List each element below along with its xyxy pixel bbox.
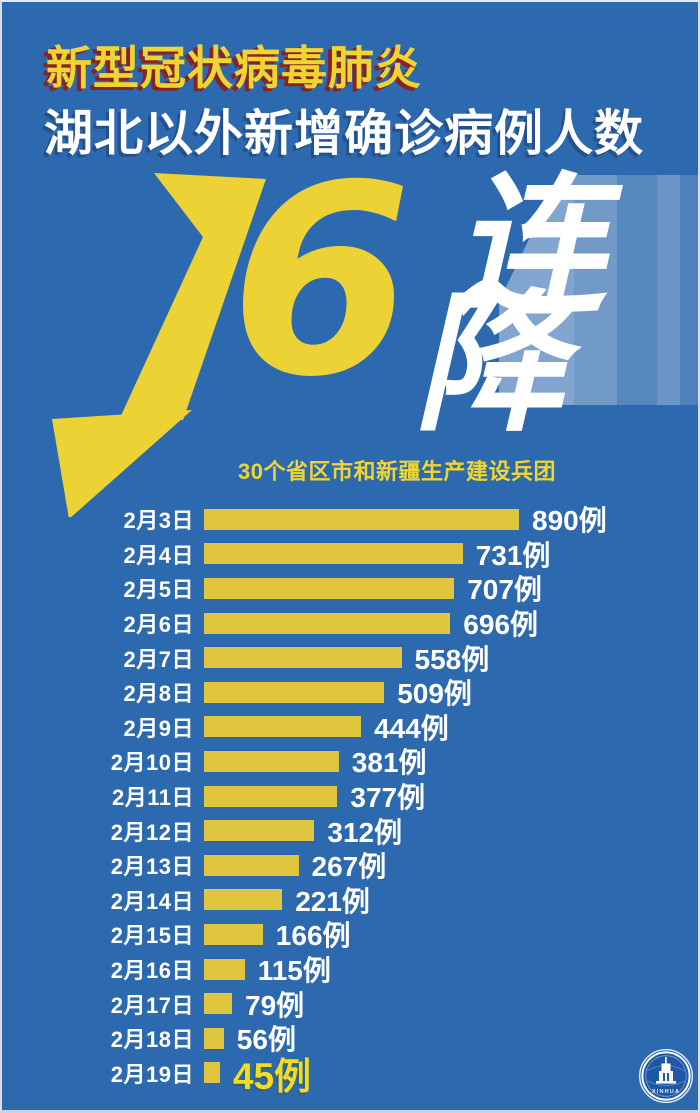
poster-headline: 湖北以外新增确诊病例人数 (44, 107, 645, 161)
chart-row: 2月17日 79例 (2, 986, 698, 1021)
chart-row: 2月4日 731例 (2, 537, 698, 572)
logo-text: XINHUA (652, 1089, 680, 1095)
bar (204, 543, 463, 565)
value-label: 696例 (463, 609, 539, 641)
stripe (574, 175, 617, 405)
date-label: 2月5日 (123, 577, 194, 603)
monument-glyph (656, 1057, 676, 1084)
chart-row: 2月10日 381例 (2, 744, 698, 779)
chart-row: 2月19日 45例 (2, 1056, 698, 1097)
chart-row: 2月15日 166例 (2, 917, 698, 952)
bar (204, 820, 315, 842)
stripe (616, 175, 658, 405)
bar (204, 1027, 224, 1049)
value-label: 731例 (475, 539, 551, 571)
chart-row: 2月14日 221例 (2, 883, 698, 918)
chart-row: 2月5日 707例 (2, 571, 698, 606)
bar (204, 923, 263, 945)
bar-chart: 2月3日 890例 2月4日 731例 2月5日 707例 2月6日 696例 2月7日 558例… (2, 502, 698, 1097)
value-label: 166例 (275, 920, 351, 952)
date-label: 2月12日 (110, 819, 194, 845)
chart-row: 2月13日 267例 (2, 848, 698, 883)
date-label: 2月7日 (123, 646, 194, 672)
value-label: 312例 (327, 816, 403, 848)
date-label: 2月14日 (110, 888, 194, 914)
value-label: 381例 (351, 747, 427, 779)
chart-row: 2月3日 890例 (2, 502, 698, 537)
value-label: 509例 (397, 678, 472, 710)
value-label: 377例 (350, 782, 426, 814)
date-label: 2月3日 (123, 508, 194, 534)
value-label: 79例 (245, 989, 305, 1021)
value-label: 56例 (236, 1024, 296, 1056)
date-label: 2月16日 (110, 958, 194, 984)
stripe (679, 175, 698, 405)
bar (204, 508, 519, 530)
bar (204, 612, 451, 634)
chart-row: 2月7日 558例 (2, 640, 698, 675)
chart-row: 2月12日 312例 (2, 813, 698, 848)
date-label: 2月19日 (110, 1061, 194, 1087)
date-label: 2月10日 (110, 750, 194, 776)
bar (204, 577, 455, 599)
chart-title: 30个省区市和新疆生产建设兵团 (238, 459, 556, 484)
value-label: 45例 (232, 1055, 312, 1097)
value-label: 115例 (257, 955, 331, 987)
bar (204, 681, 385, 703)
date-label: 2月11日 (112, 785, 194, 811)
date-label: 2月6日 (123, 612, 194, 638)
value-label: 221例 (295, 885, 370, 917)
value-label: 444例 (374, 712, 449, 744)
value-label: 890例 (532, 505, 607, 537)
bar (204, 785, 338, 807)
stripe (499, 175, 575, 405)
date-label: 2月8日 (123, 681, 194, 707)
date-label: 2月9日 (123, 715, 194, 741)
chart-row: 2月11日 377例 (2, 779, 698, 814)
value-label: 558例 (414, 643, 490, 675)
bar (204, 958, 245, 980)
date-label: 2月13日 (110, 854, 194, 880)
bar (204, 889, 283, 911)
chart-row: 2月18日 56例 (2, 1021, 698, 1056)
date-label: 2月4日 (123, 542, 194, 568)
date-label: 2月15日 (110, 923, 194, 949)
big-number-six: 6 (230, 152, 412, 434)
bar (204, 716, 362, 738)
poster-topline: 新型冠状病毒肺炎 (46, 42, 422, 94)
value-label: 707例 (467, 574, 542, 606)
chart-row: 2月6日 696例 (2, 606, 698, 641)
bar (204, 1062, 220, 1084)
stripe (657, 175, 680, 405)
bar (204, 750, 339, 772)
chart-row: 2月9日 444例 (2, 710, 698, 745)
bar (204, 993, 232, 1015)
bar (204, 647, 402, 669)
value-label: 267例 (311, 851, 387, 883)
bar (204, 854, 299, 876)
background-stripes (499, 175, 698, 405)
chart-row: 2月8日 509例 (2, 675, 698, 710)
xinhua-badge-icon: XINHUA (639, 1049, 693, 1103)
date-label: 2月18日 (110, 1027, 194, 1053)
chart-row: 2月16日 115例 (2, 952, 698, 987)
date-label: 2月17日 (110, 992, 194, 1018)
